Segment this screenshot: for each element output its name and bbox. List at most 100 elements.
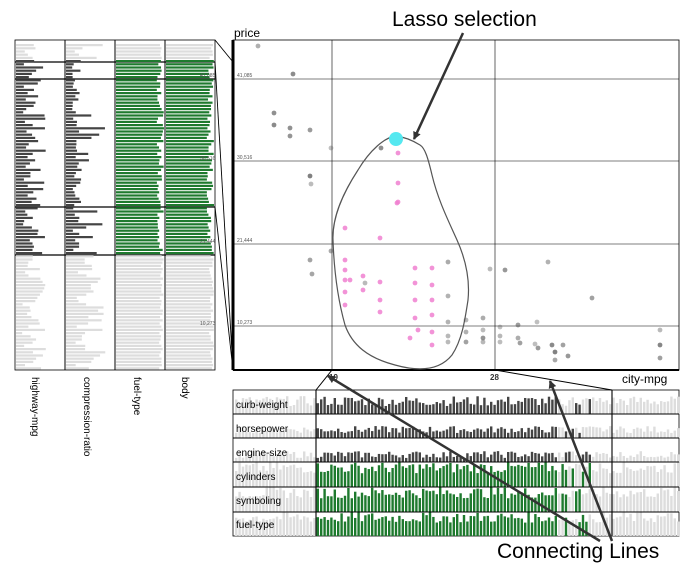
bottom-panel-bar — [615, 472, 619, 487]
left-panel-bar — [16, 303, 23, 306]
bottom-panel-bar — [575, 427, 578, 438]
bottom-panel-bar — [323, 431, 326, 438]
left-panel-bar — [66, 252, 97, 255]
bottom-panel-bar — [398, 494, 401, 512]
left-panel-bar — [116, 309, 163, 312]
left-panel-bar — [16, 271, 26, 274]
left-panel-bar — [16, 181, 45, 184]
left-panel-bar — [166, 197, 209, 200]
scatter-point-selected — [412, 265, 418, 271]
bottom-panel-bar — [279, 519, 282, 536]
bottom-panel-bar — [289, 517, 292, 536]
left-panel-bar — [116, 53, 161, 56]
bottom-panel-bar — [544, 495, 547, 512]
left-panel-bar — [116, 303, 162, 306]
left-panel-bar — [166, 184, 214, 187]
bottom-panel-bar — [269, 398, 272, 414]
left-panel-bar — [16, 165, 26, 168]
left-panel-bar — [166, 200, 209, 203]
left-panel-bar — [166, 101, 213, 104]
left-panel-bar — [166, 261, 213, 264]
bottom-panel-bar — [235, 496, 238, 512]
scatter-point — [445, 319, 451, 325]
bottom-panel-bar — [394, 404, 398, 414]
scatterplot[interactable]: price 41,085 30,516 21,444 10,273 19 28 … — [231, 26, 680, 386]
left-panel-bar — [166, 98, 209, 101]
bottom-panel-bar — [282, 512, 285, 536]
bottom-panel-bar — [299, 432, 302, 438]
bottom-panel-bar — [258, 470, 262, 487]
left-panel-bar — [16, 296, 38, 299]
left-panel-bar — [16, 162, 30, 165]
bottom-panel-bar — [517, 464, 520, 487]
bottom-panel-bar — [445, 405, 449, 414]
bottom-panel-bar — [588, 462, 591, 487]
scatter-point — [480, 339, 486, 345]
left-panel-bar — [16, 117, 46, 120]
bottom-panel-bar — [649, 518, 653, 536]
bottom-panel-bar — [432, 463, 435, 487]
bottom-panel-bar — [503, 457, 506, 462]
bottom-panel-bar — [571, 490, 574, 512]
left-panel-bar — [166, 47, 212, 50]
bottom-panel-bar — [629, 513, 632, 536]
left-panel-bar — [16, 194, 28, 197]
bottom-row-label-horsepower: horsepower — [236, 424, 289, 435]
bottom-panel-bar — [405, 396, 408, 414]
bottom-panel-bar — [367, 514, 370, 536]
bottom-panel-bar — [537, 453, 540, 462]
bottom-panel-bar — [547, 517, 551, 536]
scatter-point-selected — [429, 342, 435, 348]
bottom-panel-bar — [371, 513, 374, 536]
brush-cursor[interactable] — [389, 132, 403, 146]
bottom-panel-bar — [323, 472, 326, 487]
bottom-panel-bar — [292, 452, 296, 462]
bottom-panel-bar — [364, 515, 367, 536]
bottom-panel-bar — [459, 456, 462, 462]
bottom-panel-bar — [241, 466, 245, 487]
left-panel-bar — [116, 156, 162, 159]
bottom-panel-bar — [303, 489, 306, 512]
bottom-panel-bar — [377, 518, 381, 536]
bottom-panel-bar — [507, 452, 510, 462]
bottom-panel-bar — [510, 514, 513, 536]
bottom-panel-bar — [517, 431, 520, 438]
bottom-panel-bar — [459, 469, 462, 487]
left-panel-bar — [16, 258, 33, 261]
bottom-panel-bar — [663, 457, 666, 462]
left-panel-bar — [16, 146, 27, 149]
left-panel-bar — [116, 348, 163, 351]
bottom-row-label-fuel-type: fuel-type — [236, 520, 275, 531]
bottom-panel-bar — [469, 515, 472, 536]
bottom-panel-bar — [292, 516, 296, 536]
left-col-label-fuel-type: fuel-type — [131, 377, 142, 416]
bottom-panel-bar — [520, 518, 523, 536]
bottom-panel-bar — [286, 466, 289, 487]
bottom-panel-bar — [405, 467, 408, 487]
bottom-panel-bar — [357, 429, 360, 438]
bottom-panel-bar — [408, 427, 411, 438]
bottom-panel-bar — [486, 457, 489, 462]
left-panel-bar — [166, 309, 214, 312]
left-panel-bar — [16, 284, 46, 287]
bottom-panel-bar — [483, 431, 486, 438]
left-panel-bar — [16, 44, 34, 47]
left-panel-bar — [166, 204, 214, 207]
left-panel-bar — [116, 312, 163, 315]
left-panel-bar — [66, 341, 76, 344]
bottom-panel-bar — [462, 498, 466, 512]
bottom-panel-bar — [530, 497, 534, 512]
scatter-point — [589, 295, 595, 301]
left-panel-bar — [166, 146, 209, 149]
left-panel-bar — [16, 175, 31, 178]
left-panel-bar — [116, 229, 160, 232]
bottom-panel-bar — [513, 432, 517, 438]
left-panel-bar — [66, 124, 77, 127]
left-panel-bar — [116, 290, 162, 293]
bottom-panel-bar — [394, 464, 398, 487]
left-panel-bar — [116, 306, 161, 309]
bottom-panel-bar — [595, 522, 598, 536]
lasso-selection-path[interactable] — [332, 135, 470, 370]
left-panel-bar — [66, 255, 94, 258]
bottom-panel-bar — [473, 516, 476, 536]
